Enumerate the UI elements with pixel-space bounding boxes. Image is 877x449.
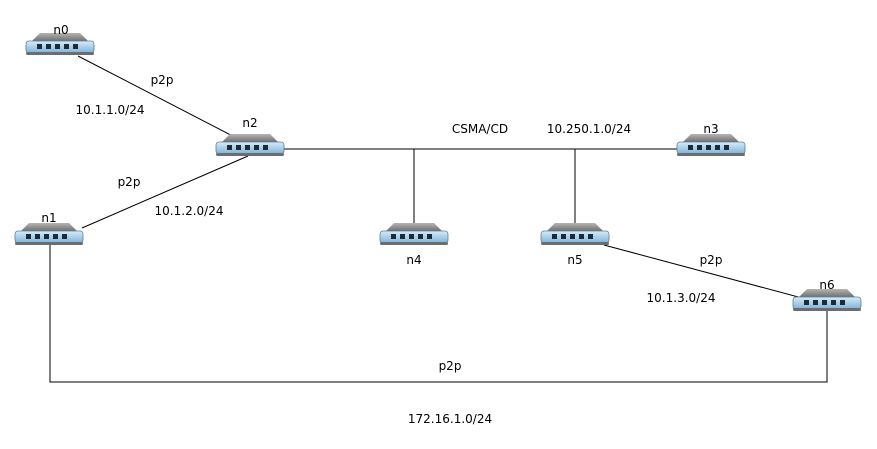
network-switch-icon (540, 222, 610, 246)
csma-type: CSMA/CD (452, 122, 508, 136)
node-n3[interactable]: n3 (676, 122, 746, 157)
link-n1-n2 (81, 155, 249, 229)
network-switch-icon (14, 222, 84, 246)
node-n1[interactable]: n1 (14, 211, 84, 246)
subnet-n1-n6: 172.16.1.0/24 (408, 412, 492, 426)
link-type-n0-n2: p2p (151, 73, 174, 87)
network-switch-icon (676, 133, 746, 157)
node-label-n1: n1 (41, 211, 56, 225)
node-n4[interactable]: n4 (379, 222, 449, 267)
node-label-n2: n2 (242, 116, 257, 130)
link-n5-n6 (603, 244, 803, 299)
node-label-n5: n5 (567, 253, 582, 267)
subnet-n5-n6: 10.1.3.0/24 (647, 291, 716, 305)
node-n2[interactable]: n2 (215, 116, 285, 157)
node-n0[interactable]: n0 (25, 23, 95, 56)
subnet-n1-n2: 10.1.2.0/24 (155, 204, 224, 218)
csma-subnet: 10.250.1.0/24 (547, 122, 631, 136)
node-n5[interactable]: n5 (540, 222, 610, 267)
node-label-n0: n0 (53, 23, 68, 37)
link-type-n1-n2: p2p (118, 175, 141, 189)
node-label-n4: n4 (406, 253, 421, 267)
network-switch-icon (215, 133, 285, 157)
subnet-n0-n2: 10.1.1.0/24 (76, 103, 145, 117)
link-n0-n2 (77, 55, 251, 146)
link-type-n5-n6: p2p (700, 253, 723, 267)
link-n1-n6 (49, 243, 828, 383)
node-n6[interactable]: n6 (792, 278, 862, 312)
network-switch-icon (379, 222, 449, 246)
node-label-n3: n3 (703, 122, 718, 136)
network-switch-icon (792, 288, 862, 312)
node-label-n6: n6 (819, 278, 834, 292)
link-type-n1-n6: p2p (439, 359, 462, 373)
